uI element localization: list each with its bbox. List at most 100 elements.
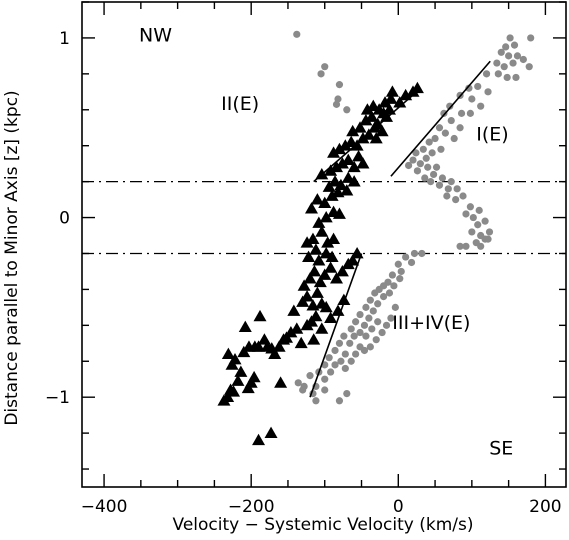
triangle-point [330, 160, 344, 173]
triangle-point [360, 103, 374, 115]
triangle-point [228, 352, 242, 365]
x-tick-label: 0 [393, 497, 404, 517]
triangle-point [352, 149, 366, 162]
triangle-point [350, 246, 364, 259]
triangle-point [294, 336, 308, 349]
circle-point [432, 163, 441, 171]
triangle-point [325, 250, 339, 262]
triangle-point [332, 142, 346, 155]
x-axis-label: Velocity − Systemic Velocity (km/s) [173, 515, 474, 535]
triangle-point [346, 124, 360, 137]
circle-point [335, 81, 344, 89]
triangle-point [312, 254, 326, 266]
circle-point [321, 386, 329, 394]
circle-point [347, 325, 355, 333]
triangle-point [346, 254, 360, 266]
triangle-point [324, 311, 338, 324]
triangle-point [234, 365, 248, 377]
triangle-point [303, 272, 317, 284]
x-tick-label: −400 [81, 497, 128, 517]
circle-point [360, 321, 369, 329]
circle-point [387, 314, 395, 322]
circle-point [469, 213, 477, 222]
circle-point [443, 192, 451, 200]
triangle-point [338, 139, 352, 151]
triangle-point [309, 309, 323, 322]
y-tick-label: −1 [45, 388, 70, 408]
triangle-point [313, 275, 327, 288]
triangle-point [312, 216, 326, 228]
triangle-point [324, 261, 338, 273]
triangle-point [359, 114, 373, 126]
circle-point [502, 43, 510, 51]
triangle-point [284, 326, 298, 338]
triangle-point [297, 279, 311, 291]
triangle-point [318, 196, 332, 209]
triangle-point [306, 232, 320, 244]
triangle-point [302, 250, 316, 262]
circle-point [444, 185, 452, 193]
circle-point [474, 82, 482, 91]
circle-point [475, 206, 483, 214]
triangle-point [334, 178, 348, 191]
region-label: NW [139, 25, 172, 47]
plot-border [81, 1, 567, 488]
triangle-point [353, 121, 367, 133]
circle-point [350, 332, 358, 340]
circle-point [385, 289, 394, 297]
triangle-point [321, 236, 335, 248]
triangle-point [247, 370, 261, 383]
circle-point [396, 275, 404, 283]
fit-line [390, 60, 491, 177]
triangle-point [315, 225, 329, 237]
triangle-point [315, 322, 329, 334]
circle-point [513, 52, 522, 60]
data-points [217, 30, 535, 446]
triangle-point [231, 374, 245, 386]
circle-point [446, 102, 454, 110]
circle-point [468, 228, 476, 236]
circle-point [462, 210, 470, 218]
circle-point [450, 134, 458, 143]
region-label: SE [489, 438, 513, 460]
circle-point [306, 372, 314, 380]
circle-point [441, 129, 449, 137]
triangle-point [341, 153, 355, 165]
circle-point [465, 84, 473, 92]
triangle-point [332, 207, 346, 219]
circle-point [382, 321, 391, 329]
triangle-point [331, 304, 345, 316]
circle-point [294, 379, 302, 387]
circle-point [510, 41, 519, 49]
triangle-point [304, 202, 318, 214]
triangle-point [356, 157, 370, 169]
circle-point [412, 149, 420, 157]
circle-point [500, 63, 508, 71]
circle-point [440, 109, 448, 117]
circle-point [312, 397, 320, 405]
triangle-point [310, 286, 324, 298]
circle-point [366, 296, 374, 304]
y-tick-label: 1 [59, 29, 70, 49]
circle-point [365, 314, 373, 322]
circle-point [402, 253, 410, 261]
circle-point [397, 267, 405, 276]
circle-point [409, 156, 417, 164]
triangle-point [287, 304, 301, 316]
triangle-point [252, 340, 266, 352]
circle-point [378, 328, 386, 337]
circle-point [293, 30, 301, 38]
circle-point [474, 221, 482, 229]
circle-point [466, 203, 474, 211]
triangle-point [310, 193, 324, 205]
triangle-point [369, 132, 383, 144]
circle-point [331, 361, 339, 369]
circle-point [447, 116, 455, 125]
circle-point [374, 300, 382, 308]
circle-point [341, 364, 349, 373]
fit-line [309, 253, 363, 398]
circle-point [418, 249, 426, 258]
circle-point [503, 73, 511, 82]
circle-point [413, 167, 422, 175]
circle-point [407, 258, 416, 267]
